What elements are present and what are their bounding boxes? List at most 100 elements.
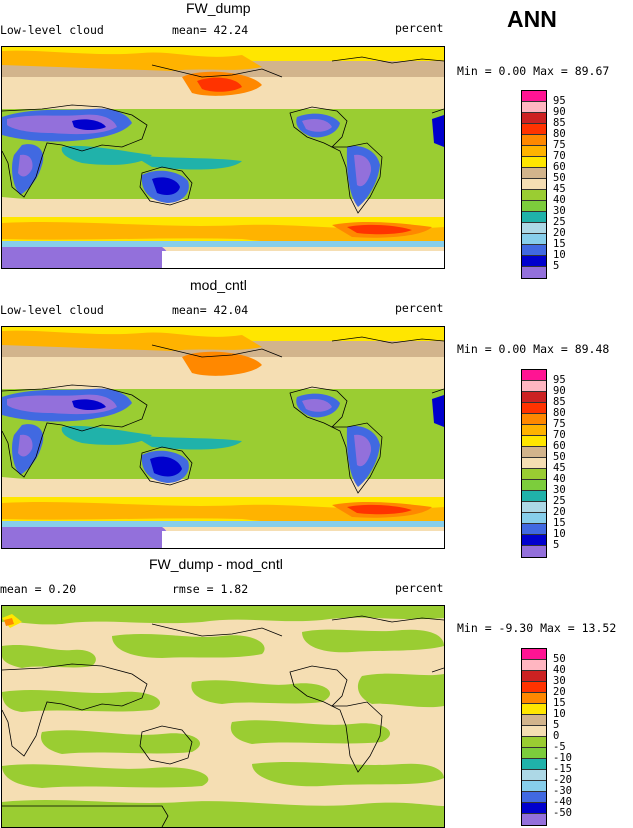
panel-2-tick-label: 85 xyxy=(553,396,566,408)
panel-2-tick-label: 45 xyxy=(553,462,566,474)
panel-2-tick-label: 95 xyxy=(553,374,566,386)
panel-2-tick-label: 70 xyxy=(553,429,566,441)
panel-2-units: percent xyxy=(395,301,444,315)
panel-2-colorbar xyxy=(521,369,547,558)
panel-3-map xyxy=(1,605,445,828)
panel-3-swatch xyxy=(522,803,546,814)
panel-3-title: FW_dump - mod_cntl xyxy=(149,556,283,572)
panel-3-tick-label: 40 xyxy=(553,664,566,676)
panel-3-units: percent xyxy=(395,581,444,595)
panel-3-swatch xyxy=(522,693,546,704)
panel-1-swatch xyxy=(522,157,546,168)
panel-2-tick-label: 90 xyxy=(553,385,566,397)
panel-1-swatch xyxy=(522,245,546,256)
panel-1-tick-label: 90 xyxy=(553,106,566,118)
season-label: ANN xyxy=(507,6,557,32)
panel-1-minmax: Min = 0.00 Max = 89.67 xyxy=(457,64,610,78)
panel-1-swatch xyxy=(522,256,546,267)
panel-3-swatch xyxy=(522,704,546,715)
panel-2-tick-label: 15 xyxy=(553,517,566,529)
panel-1-swatch xyxy=(522,102,546,113)
panel-1-tick-label: 40 xyxy=(553,194,566,206)
panel-1-swatch xyxy=(522,146,546,157)
panel-1-tick-label: 15 xyxy=(553,238,566,250)
panel-2-swatch xyxy=(522,458,546,469)
panel-3-swatch xyxy=(522,737,546,748)
panel-1-tick-label: 25 xyxy=(553,216,566,228)
panel-1-variable-label: Low-level cloud xyxy=(0,23,104,37)
panel-2-tick-label: 50 xyxy=(553,451,566,463)
panel-2-tick-label: 30 xyxy=(553,484,566,496)
panel-1-swatch xyxy=(522,234,546,245)
panel-3-minmax: Min = -9.30 Max = 13.52 xyxy=(457,621,617,635)
panel-1-tick-label: 50 xyxy=(553,172,566,184)
panel-1-swatch xyxy=(522,201,546,212)
panel-3-swatch xyxy=(522,759,546,770)
panel-2-tick-label: 60 xyxy=(553,440,566,452)
panel-1-colorbar xyxy=(521,90,547,279)
panel-2-tick-label: 75 xyxy=(553,418,566,430)
panel-1-cloud-field xyxy=(2,47,444,268)
panel-1-swatch xyxy=(522,124,546,135)
panel-2-swatch xyxy=(522,513,546,524)
panel-1-tick-label: 45 xyxy=(553,183,566,195)
panel-3-tick-label: -20 xyxy=(553,774,572,786)
panel-2-swatch xyxy=(522,491,546,502)
panel-3-tick-label: -40 xyxy=(553,796,572,808)
panel-3-swatch xyxy=(522,660,546,671)
panel-2-swatch xyxy=(522,502,546,513)
panel-1-tick-label: 70 xyxy=(553,150,566,162)
panel-1-tick-label: 30 xyxy=(553,205,566,217)
panel-3-tick-label: 10 xyxy=(553,708,566,720)
panel-1-tick-label: 5 xyxy=(553,260,560,272)
panel-2-swatch xyxy=(522,392,546,403)
panel-3-swatch xyxy=(522,770,546,781)
panel-2-swatch xyxy=(522,469,546,480)
panel-2-variable-label: Low-level cloud xyxy=(0,303,104,317)
panel-3-swatch xyxy=(522,682,546,693)
panel-1-tick-label: 85 xyxy=(553,117,566,129)
panel-3-swatch xyxy=(522,671,546,682)
panel-1-swatch xyxy=(522,212,546,223)
panel-1-swatch xyxy=(522,113,546,124)
panel-2-swatch xyxy=(522,535,546,546)
panel-3-swatch xyxy=(522,792,546,803)
panel-2-minmax: Min = 0.00 Max = 89.48 xyxy=(457,342,610,356)
panel-1-tick-label: 10 xyxy=(553,249,566,261)
panel-3-tick-label: 20 xyxy=(553,686,566,698)
panel-2-swatch xyxy=(522,381,546,392)
panel-2-swatch xyxy=(522,447,546,458)
panel-2-tick-label: 25 xyxy=(553,495,566,507)
panel-3-tick-label: 15 xyxy=(553,697,566,709)
panel-3-tick-label: -10 xyxy=(553,752,572,764)
panel-2-swatch xyxy=(522,546,546,557)
panel-2-tick-label: 10 xyxy=(553,528,566,540)
panel-1-mean: mean= 42.24 xyxy=(172,23,249,37)
panel-3-difference-field xyxy=(2,606,444,827)
panel-2-swatch xyxy=(522,414,546,425)
panel-1-tick-label: 75 xyxy=(553,139,566,151)
panel-2-title: mod_cntl xyxy=(190,277,247,293)
panel-2-swatch xyxy=(522,425,546,436)
panel-3-tick-label: -30 xyxy=(553,785,572,797)
panel-3-tick-label: 0 xyxy=(553,730,560,742)
panel-1-map xyxy=(1,46,445,269)
panel-3-colorbar xyxy=(521,648,547,826)
panel-3-tick-label: 50 xyxy=(553,653,566,665)
panel-3-mean: mean = 0.20 xyxy=(0,582,77,596)
panel-1-swatch xyxy=(522,190,546,201)
panel-1-tick-label: 20 xyxy=(553,227,566,239)
panel-3-swatch xyxy=(522,715,546,726)
panel-3-tick-label: -15 xyxy=(553,763,572,775)
panel-1-tick-label: 95 xyxy=(553,95,566,107)
panel-3-swatch xyxy=(522,781,546,792)
panel-1-swatch xyxy=(522,91,546,102)
panel-1-swatch xyxy=(522,168,546,179)
panel-2-mean: mean= 42.04 xyxy=(172,303,249,317)
panel-3-tick-label: 5 xyxy=(553,719,560,731)
panel-3-tick-label: -5 xyxy=(553,741,566,753)
panel-1-swatch xyxy=(522,223,546,234)
panel-2-tick-label: 80 xyxy=(553,407,566,419)
panel-2-tick-label: 20 xyxy=(553,506,566,518)
panel-1-tick-label: 80 xyxy=(553,128,566,140)
